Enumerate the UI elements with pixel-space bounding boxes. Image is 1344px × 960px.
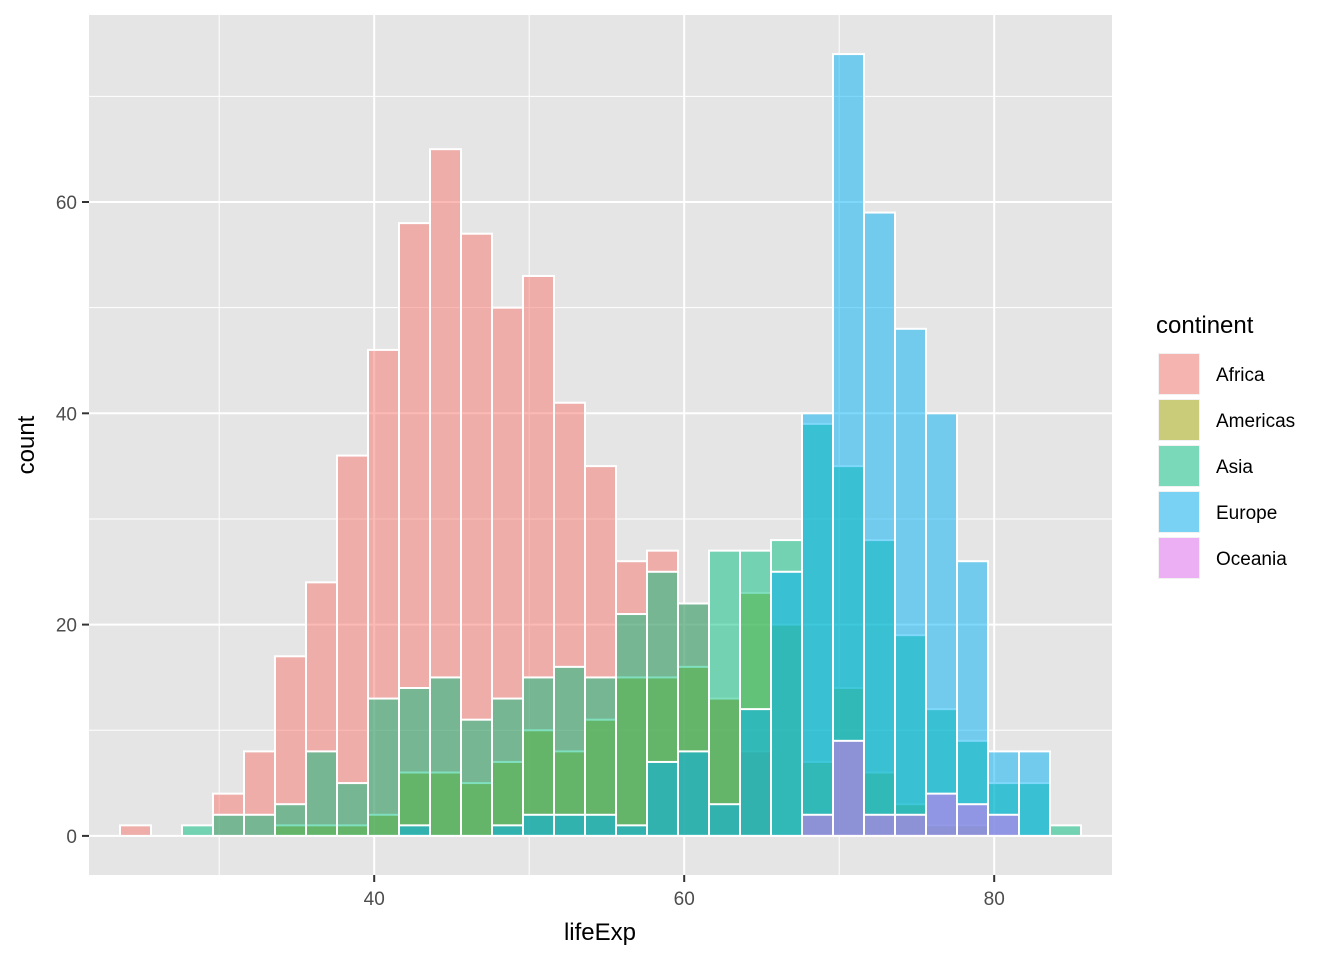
bar-europe [1018, 750, 1051, 837]
bar-asia [243, 813, 276, 837]
legend-label-asia: Asia [1216, 457, 1253, 478]
bar-oceania [925, 792, 958, 837]
bar-europe [646, 760, 679, 837]
bar-europe [677, 750, 710, 837]
series-oceania [801, 739, 1020, 837]
legend-key-africa [1159, 354, 1199, 394]
legend-key-europe [1159, 492, 1199, 532]
bar-oceania [863, 813, 896, 837]
axes: 40 60 80 0 20 40 60 [56, 193, 1005, 910]
bar-asia [584, 676, 617, 837]
bar-asia [274, 803, 307, 837]
bar-europe [956, 560, 989, 837]
y-tick-label: 20 [56, 616, 77, 637]
bar-europe [894, 327, 927, 837]
bar-asia [336, 782, 369, 837]
series-europe [398, 53, 1051, 837]
legend: continent Africa Americas Asia Europe Oceani… [1156, 312, 1295, 579]
bar-europe [708, 803, 741, 837]
bar-oceania [832, 739, 865, 837]
legend-label-africa: Africa [1216, 365, 1265, 386]
bar-europe [863, 211, 896, 837]
bar-europe [801, 412, 834, 837]
bar-asia [181, 824, 214, 837]
legend-key-americas [1159, 400, 1199, 440]
bar-asia [522, 676, 555, 837]
x-tick-label: 40 [364, 889, 385, 910]
bar-asia [398, 686, 431, 837]
bar-europe [739, 708, 772, 837]
bar-asia [553, 665, 586, 837]
legend-title: continent [1156, 312, 1254, 339]
bar-asia [429, 676, 462, 837]
bar-asia [367, 697, 400, 837]
x-tick-label: 80 [984, 889, 1005, 910]
bar-europe [770, 570, 803, 837]
bar-europe [832, 53, 865, 837]
bar-asia [1049, 824, 1082, 837]
bar-asia [615, 613, 648, 837]
legend-key-asia [1159, 446, 1199, 486]
bar-asia [460, 718, 493, 837]
bar-europe [925, 412, 958, 837]
bar-asia [708, 549, 741, 837]
y-tick-label: 40 [56, 404, 77, 425]
bar-asia [305, 750, 338, 837]
x-tick-label: 60 [674, 889, 695, 910]
legend-label-oceania: Oceania [1216, 549, 1287, 570]
bar-europe [491, 824, 524, 837]
bar-africa [336, 454, 369, 837]
bar-oceania [894, 813, 927, 837]
bar-europe [522, 813, 555, 837]
x-axis-title: lifeExp [564, 919, 636, 946]
bar-oceania [956, 803, 989, 837]
legend-label-europe: Europe [1216, 503, 1277, 524]
y-tick-label: 0 [66, 827, 77, 848]
bar-asia [491, 697, 524, 837]
bar-europe [553, 813, 586, 837]
y-tick-label: 60 [56, 193, 77, 214]
legend-key-oceania [1159, 538, 1199, 578]
bar-europe [615, 824, 648, 837]
bar-europe [398, 824, 431, 837]
bar-europe [584, 813, 617, 837]
legend-label-americas: Americas [1216, 411, 1295, 432]
bar-africa [119, 824, 152, 837]
bar-oceania [801, 813, 834, 837]
histogram-bars [119, 53, 1082, 837]
y-axis-title: count [13, 415, 40, 474]
bar-asia [212, 813, 245, 837]
bar-oceania [987, 813, 1020, 837]
